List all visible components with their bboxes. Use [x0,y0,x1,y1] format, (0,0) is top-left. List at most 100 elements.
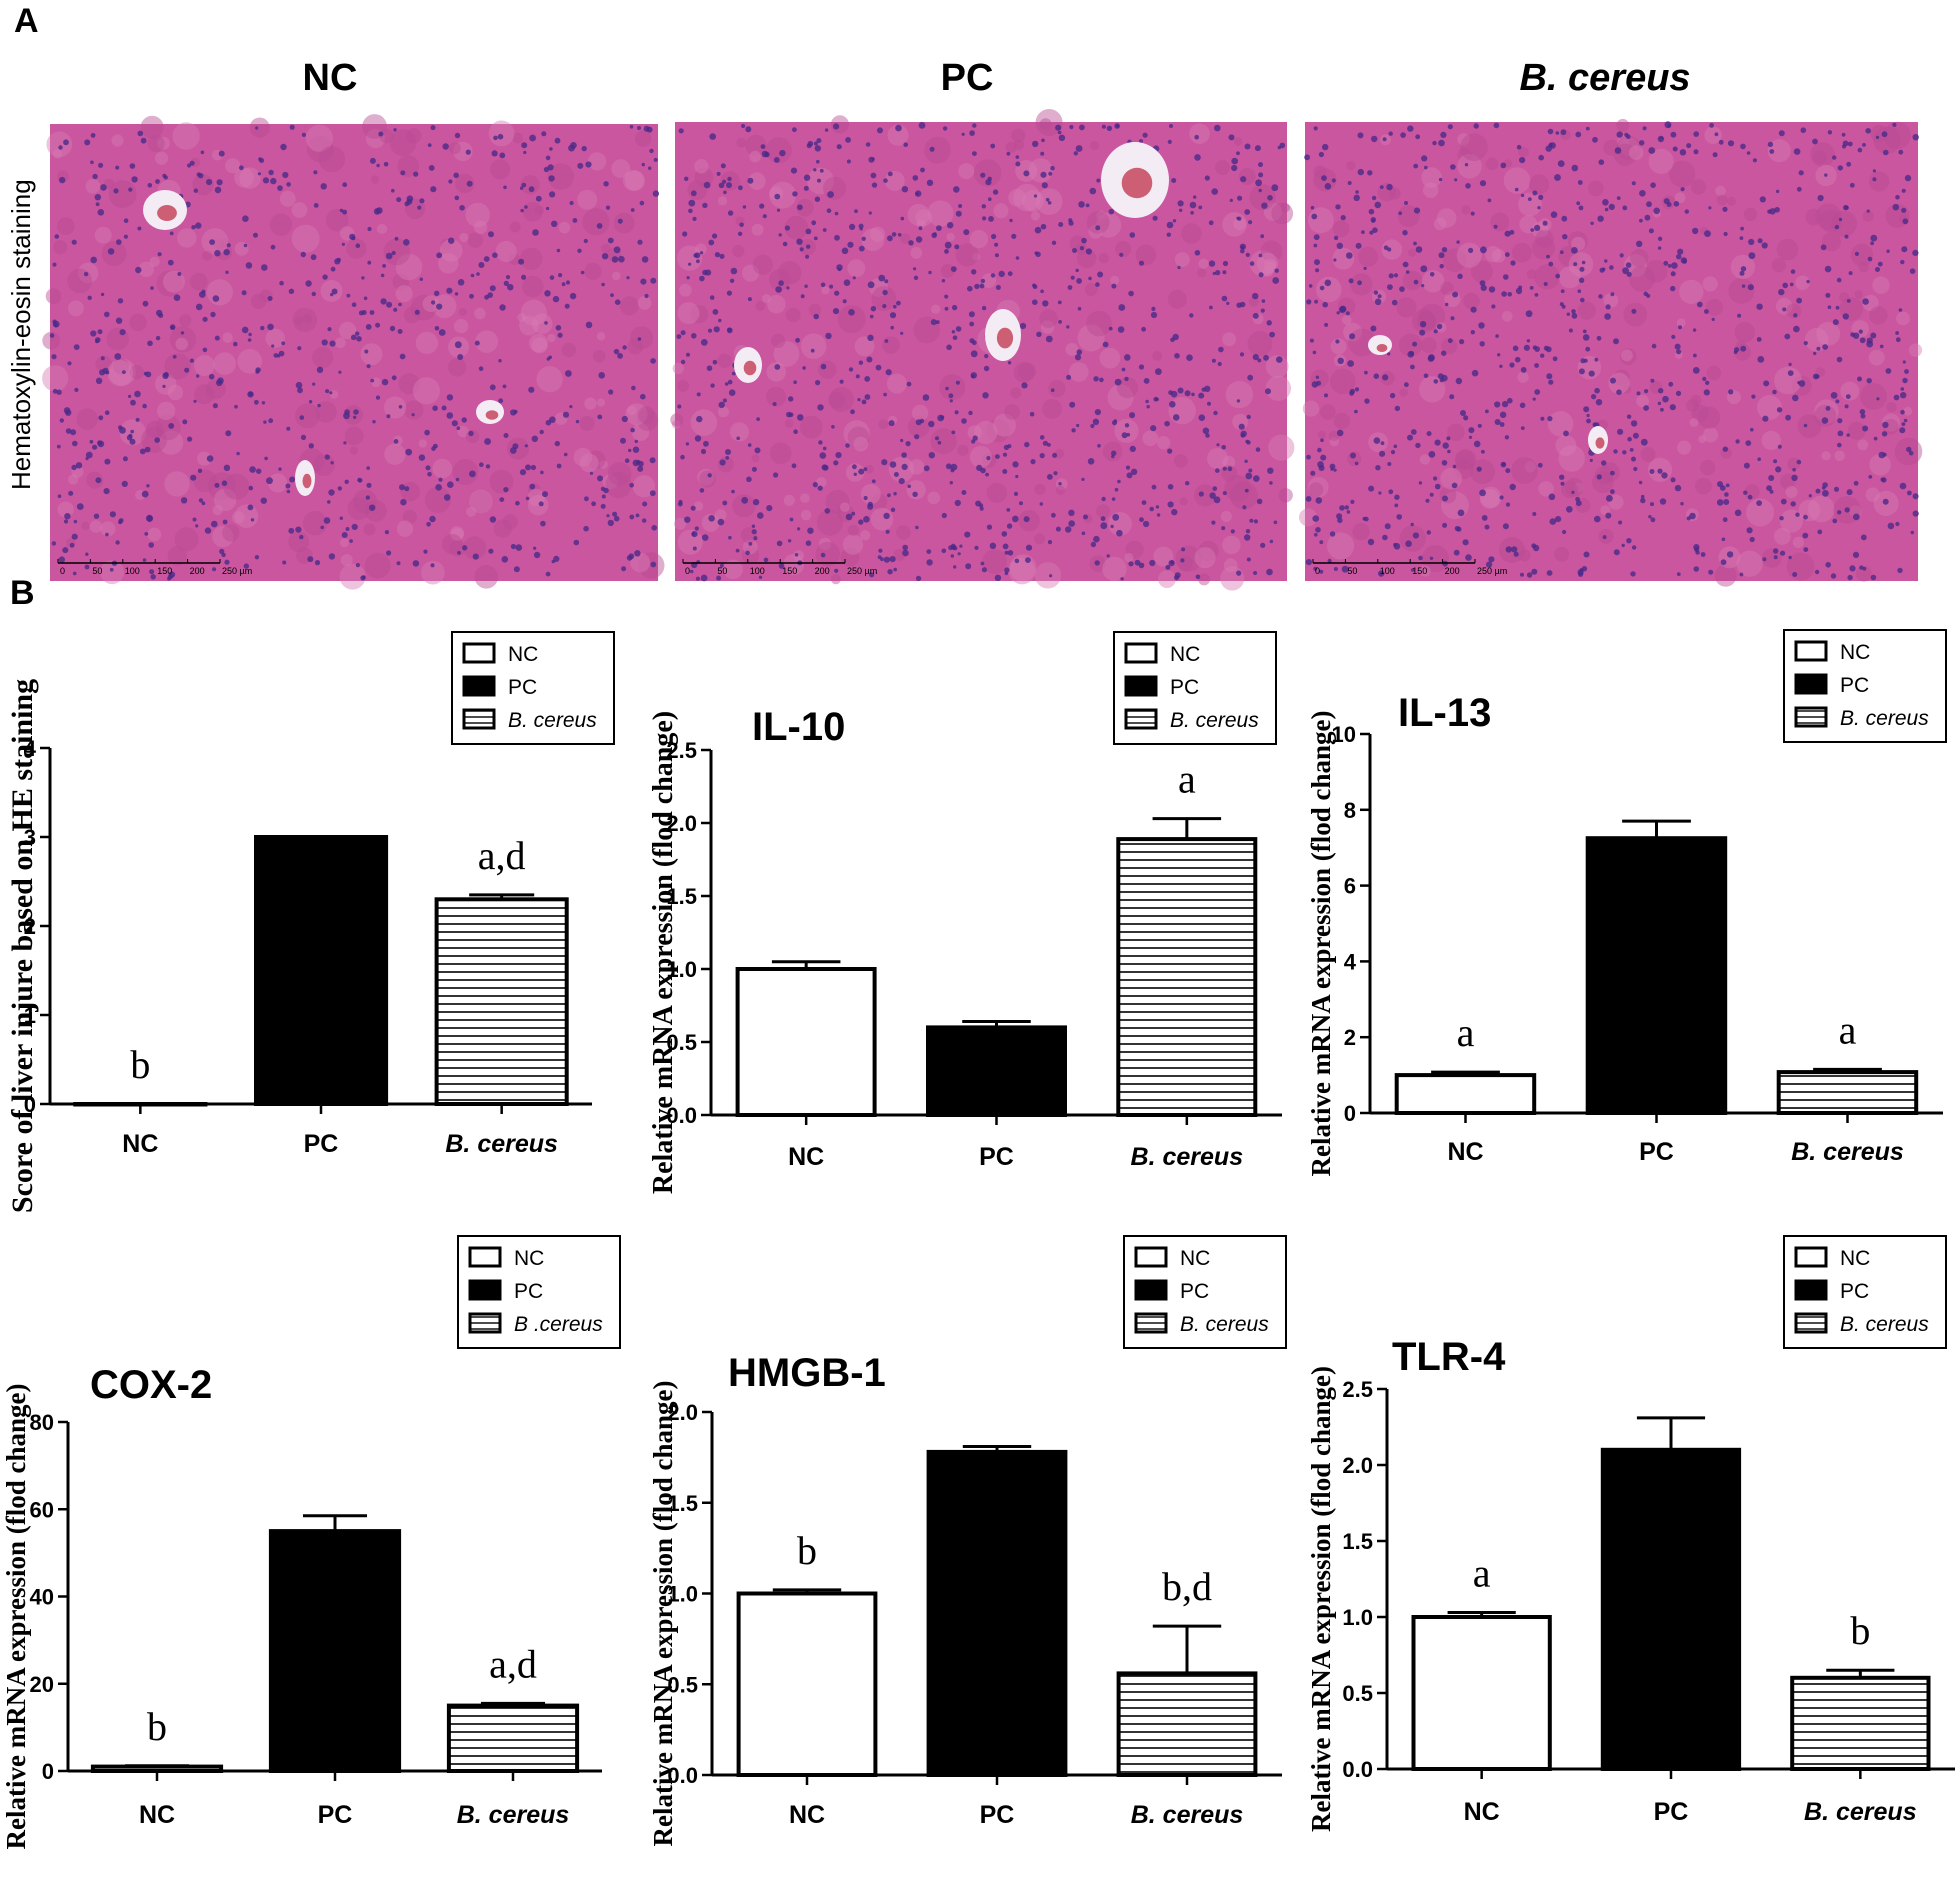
legend-label: NC [1180,1247,1210,1270]
nucleus [1209,305,1213,310]
cytoplasm-patch [347,497,371,520]
nucleus [626,555,633,561]
nucleus [556,463,562,469]
nucleus [1260,234,1265,239]
nucleus [1265,388,1271,395]
nucleus [544,321,548,325]
cytoplasm-patch [697,468,715,486]
cytoplasm-patch [475,330,499,353]
nucleus [597,414,603,420]
nucleus [180,331,185,335]
nucleus [833,460,839,466]
nucleus [1421,155,1428,162]
nucleus [373,208,381,215]
nucleus [1757,457,1761,462]
nucleus [206,179,213,186]
nucleus [1190,211,1194,215]
nucleus [1121,367,1126,372]
nucleus [598,372,605,379]
scale-bar-label: 250 µm [1477,566,1507,576]
cytoplasm-patch [584,397,597,410]
cytoplasm-patch [800,509,812,521]
nucleus [634,439,638,444]
cytoplasm-patch [318,146,346,173]
nucleus [1081,237,1087,244]
cytoplasm-patch [1417,311,1437,331]
nucleus [1548,379,1554,385]
y-tick-label: 1.0 [1342,1605,1373,1630]
nucleus [819,168,824,173]
nucleus [1372,227,1378,233]
legend-swatch [1124,642,1158,664]
legend-swatch [1794,640,1828,662]
nucleus [1583,551,1590,558]
nucleus [142,300,149,307]
nucleus [1266,568,1273,576]
chart-title: COX-2 [90,1363,212,1407]
nucleus [718,318,722,323]
nucleus [634,550,641,557]
nucleus [241,326,249,334]
nucleus [361,310,367,315]
nucleus [1577,180,1583,185]
nucleus [979,283,985,289]
nucleus [1711,317,1715,321]
nucleus [649,457,656,464]
cytoplasm-patch [693,501,704,511]
nucleus [324,454,330,460]
cytoplasm-patch [1040,320,1055,334]
nucleus [1382,534,1388,541]
nucleus [813,168,817,172]
cytoplasm-patch [1460,133,1488,161]
nucleus [812,482,818,488]
cytoplasm-patch [1408,248,1417,257]
y-axis-label: Score of liver injure based on HE staini… [6,679,39,1213]
nucleus [817,178,821,183]
cytoplasm-patch [495,240,517,263]
nucleus [1034,226,1042,234]
nucleus [435,484,442,491]
nucleus [642,518,647,523]
significance-label: b [797,1528,817,1573]
nucleus [817,485,823,491]
cytoplasm-patch [993,203,1009,219]
nucleus [1837,418,1843,424]
nucleus [355,243,361,248]
nucleus [707,473,712,478]
cytoplasm-patch [769,442,792,465]
nucleus [981,204,986,209]
nucleus [233,341,238,347]
nucleus [1441,460,1448,466]
nucleus [1792,467,1796,472]
cytoplasm-patch [695,243,707,256]
nucleus [1772,389,1777,395]
cytoplasm-patch [536,366,563,393]
nucleus [1530,228,1535,232]
nucleus [262,177,270,184]
nucleus [947,222,954,229]
nucleus [1734,347,1740,353]
y-tick-label: 0.5 [1342,1681,1373,1706]
cytoplasm-patch [1098,253,1110,264]
nucleus [1613,449,1618,454]
nucleus [247,504,254,511]
nucleus [1106,125,1113,131]
nucleus [1773,548,1779,554]
nucleus [1657,135,1665,143]
nucleus [1110,524,1114,529]
nucleus [722,500,728,506]
nucleus [1892,122,1897,127]
cytoplasm-patch [1728,277,1755,304]
cytoplasm-patch [157,136,170,150]
nucleus [58,556,65,563]
nucleus [1773,459,1778,464]
cytoplasm-patch [1278,488,1293,503]
cytoplasm-patch [1567,231,1588,252]
nucleus [1151,306,1156,311]
nucleus [1714,132,1719,137]
cytoplasm-patch [1538,481,1554,497]
cytoplasm-patch [512,132,524,144]
cytoplasm-patch [1865,487,1880,502]
cytoplasm-patch [1341,315,1352,325]
nucleus [100,184,107,191]
